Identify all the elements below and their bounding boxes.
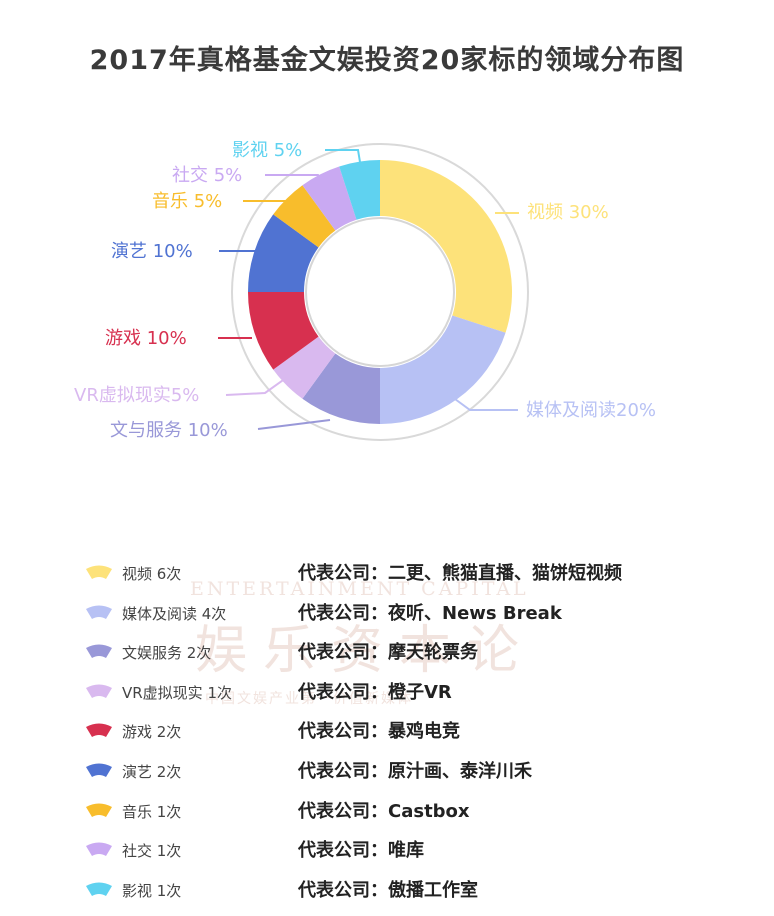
outer-ring	[231, 143, 529, 441]
watermark-text-en: ENTERTAINMENT CAPITAL	[190, 578, 529, 600]
legend: 视频 6次 代表公司：二更、熊猫直播、猫饼短视频媒体及阅读 4次 代表公司：夜听、N…	[84, 559, 764, 915]
legend-item-label: 文娱服务 2次	[122, 644, 212, 663]
legend-swatch-icon	[86, 803, 112, 817]
slice-leader-line	[265, 174, 324, 183]
legend-item-companies: 代表公司：原汁画、泰洋川禾	[298, 760, 532, 782]
page-title: 2017年真格基金文娱投资20家标的领域分布图	[89, 45, 685, 76]
watermark-text-cn: 娱乐资本论	[195, 621, 536, 681]
slice-label: 社交 5%	[172, 165, 242, 186]
slice-leader-line	[257, 419, 331, 430]
chart-background-rings	[231, 143, 529, 441]
slice-label: 视频 30%	[527, 202, 609, 223]
legend-item-companies: 代表公司：傲播工作室	[298, 879, 478, 901]
pie-slice	[248, 292, 319, 370]
legend-item-label: VR虚拟现实 1次	[122, 683, 232, 702]
pie-slice	[273, 336, 336, 399]
pie-slice	[302, 166, 357, 231]
legend-item: 视频 6次 代表公司：二更、熊猫直播、猫饼短视频	[84, 559, 764, 599]
inner-ring	[305, 217, 455, 367]
legend-item-companies: 代表公司：摩天轮票务	[298, 642, 478, 664]
legend-item-companies: 代表公司：唯库	[298, 840, 424, 862]
slice-leader-line	[225, 377, 287, 396]
pie-slice	[380, 160, 512, 333]
legend-item-companies: 代表公司：暴鸡电竞	[298, 721, 460, 743]
legend-item-companies: 代表公司：二更、熊猫直播、猫饼短视频	[298, 563, 622, 584]
slice-label: 影视 5%	[232, 140, 302, 161]
donut-chart: 视频 30% 媒体及阅读20% 文与服务 10% VR虚拟现实5% 游戏 10% 演艺 1…	[74, 140, 656, 441]
legend-item-companies: 代表公司：夜听、News Break	[298, 602, 562, 624]
legend-item: 文娱服务 2次 代表公司：摩天轮票务	[84, 638, 764, 678]
legend-item-label: 社交 1次	[122, 842, 182, 861]
legend-swatch-icon	[86, 605, 112, 619]
watermark-text-sub: 中国文娱产业第一价值新媒体	[205, 691, 413, 707]
legend-item: 音乐 1次 代表公司：Castbox	[84, 797, 764, 837]
pie-slice	[380, 315, 506, 424]
slice-label: 演艺 10%	[111, 241, 193, 262]
legend-item-label: 媒体及阅读 4次	[122, 604, 227, 623]
slice-leader-line	[325, 149, 361, 163]
legend-swatch-icon	[86, 882, 112, 896]
slice-label: 音乐 5%	[152, 191, 222, 212]
legend-item: 影视 1次 代表公司：傲播工作室	[84, 876, 764, 916]
legend-item-label: 游戏 2次	[122, 723, 182, 742]
legend-swatch-icon	[86, 644, 112, 659]
legend-item: 媒体及阅读 4次 代表公司：夜听、News Break	[84, 599, 764, 639]
slice-label: VR虚拟现实5%	[74, 385, 199, 406]
slice-label: 游戏 10%	[105, 328, 187, 349]
legend-item-label: 视频 6次	[122, 565, 182, 583]
pie-slice	[248, 214, 319, 292]
legend-item-label: 影视 1次	[122, 881, 182, 900]
legend-item: 社交 1次 代表公司：唯库	[84, 836, 764, 876]
legend-item-label: 演艺 2次	[122, 762, 182, 781]
legend-item-companies: 代表公司：橙子VR	[298, 681, 452, 703]
legend-swatch-icon	[86, 842, 112, 857]
legend-swatch-icon	[86, 723, 112, 738]
pie-slice	[339, 160, 380, 220]
legend-item-label: 音乐 1次	[122, 802, 182, 821]
legend-swatch-icon	[86, 684, 112, 698]
slice-leader-line	[439, 387, 518, 411]
legend-swatch-icon	[86, 763, 112, 777]
legend-item: 演艺 2次 代表公司：原汁画、泰洋川禾	[84, 757, 764, 797]
pie-slice	[302, 353, 380, 424]
slice-label: 媒体及阅读20%	[526, 400, 656, 421]
legend-item: 游戏 2次 代表公司：暴鸡电竞	[84, 717, 764, 757]
legend-swatch-icon	[86, 565, 112, 579]
slice-label: 文与服务 10%	[110, 420, 228, 441]
legend-item: VR虚拟现实 1次 代表公司：橙子VR	[84, 678, 764, 718]
legend-item-companies: 代表公司：Castbox	[298, 800, 470, 822]
